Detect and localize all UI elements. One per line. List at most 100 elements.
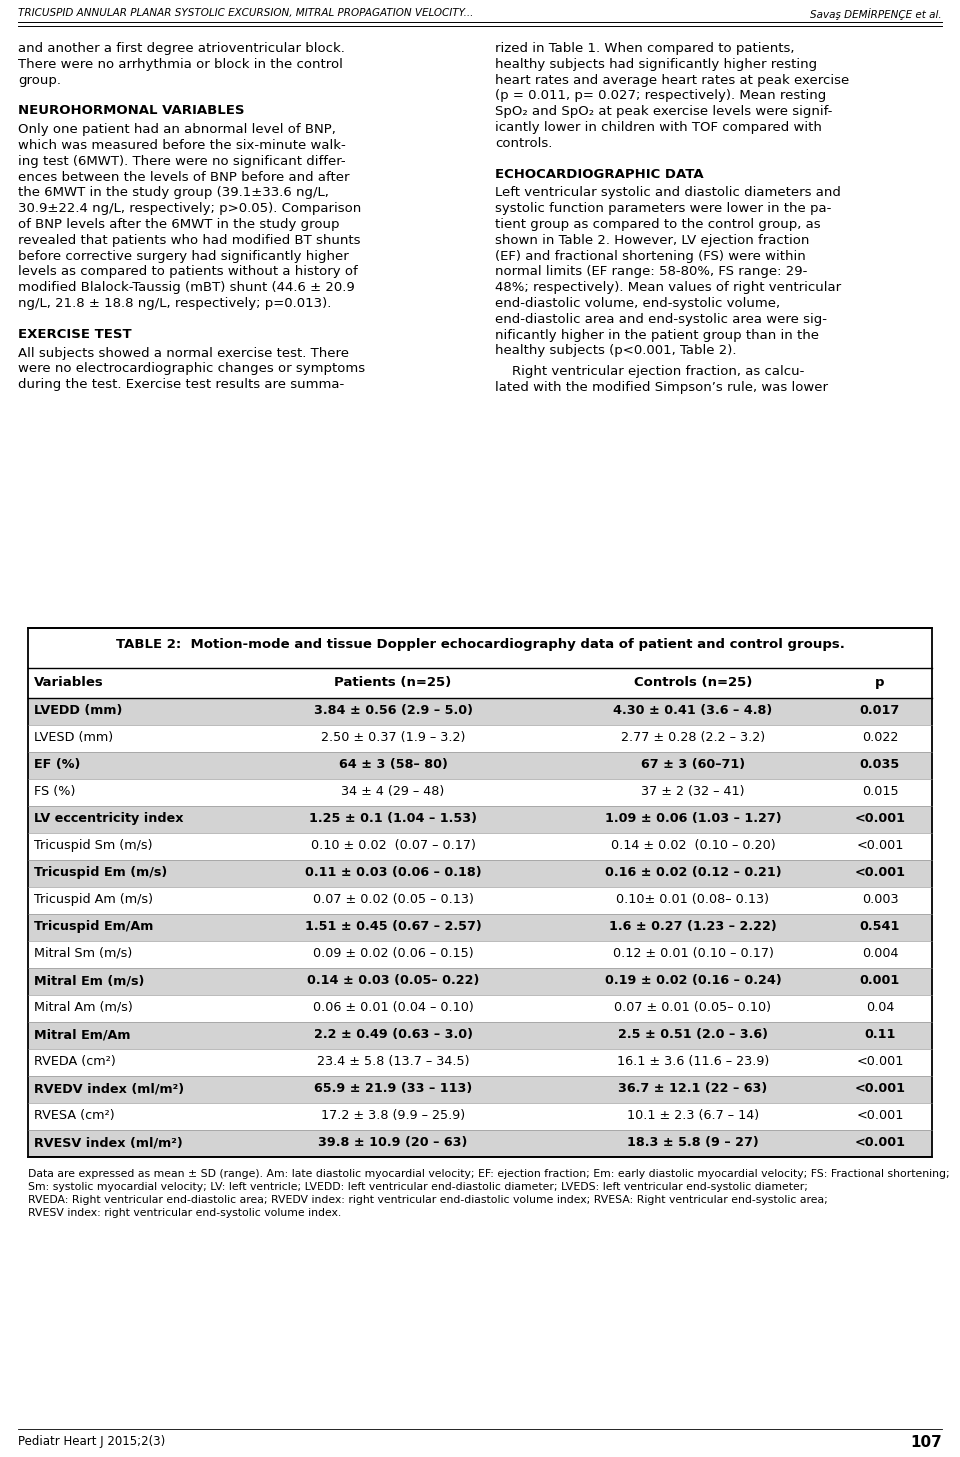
Bar [28,1077,932,1103]
Text: systolic function parameters were lower in the pa-: systolic function parameters were lower … [495,203,831,216]
Bar [28,860,932,887]
Text: RVEDV index (ml/m²): RVEDV index (ml/m²) [34,1083,184,1096]
Text: All subjects showed a normal exercise test. There: All subjects showed a normal exercise te… [18,347,349,360]
Text: Tricuspid Am (m/s): Tricuspid Am (m/s) [34,893,153,906]
Text: TRICUSPID ANNULAR PLANAR SYSTOLIC EXCURSION, MITRAL PROPAGATION VELOCITY...: TRICUSPID ANNULAR PLANAR SYSTOLIC EXCURS… [18,7,473,17]
Text: healthy subjects had significantly higher resting: healthy subjects had significantly highe… [495,58,817,71]
Text: 3.84 ± 0.56 (2.9 – 5.0): 3.84 ± 0.56 (2.9 – 5.0) [314,704,472,717]
Text: rized in Table 1. When compared to patients,: rized in Table 1. When compared to patie… [495,42,795,55]
Text: <0.001: <0.001 [856,1109,903,1122]
Bar [28,628,932,667]
Text: Data are expressed as mean ± SD (range). Am: late diastolic myocardial velocity;: Data are expressed as mean ± SD (range).… [28,1169,949,1179]
Text: RVEDA: Right ventricular end-diastolic area; RVEDV index: right ventricular end-: RVEDA: Right ventricular end-diastolic a… [28,1195,828,1205]
Text: 36.7 ± 12.1 (22 – 63): 36.7 ± 12.1 (22 – 63) [618,1083,768,1096]
Text: 37 ± 2 (32 – 41): 37 ± 2 (32 – 41) [641,785,745,798]
Text: LVEDD (mm): LVEDD (mm) [34,704,122,717]
Text: 30.9±22.4 ng/L, respectively; p>0.05). Comparison: 30.9±22.4 ng/L, respectively; p>0.05). C… [18,203,361,216]
Bar [28,779,932,806]
Text: end-diastolic area and end-systolic area were sig-: end-diastolic area and end-systolic area… [495,313,827,326]
Bar [28,1021,932,1049]
Text: Controls (n=25): Controls (n=25) [634,676,753,689]
Text: 0.035: 0.035 [860,758,900,771]
Bar [28,941,932,967]
Text: <0.001: <0.001 [856,1055,903,1068]
Bar [28,967,932,995]
Text: <0.001: <0.001 [854,865,905,879]
Text: 17.2 ± 3.8 (9.9 – 25.9): 17.2 ± 3.8 (9.9 – 25.9) [321,1109,465,1122]
Text: ng/L, 21.8 ± 18.8 ng/L, respectively; p=0.013).: ng/L, 21.8 ± 18.8 ng/L, respectively; p=… [18,297,331,310]
Text: 18.3 ± 5.8 (9 – 27): 18.3 ± 5.8 (9 – 27) [627,1136,758,1150]
Text: modified Blalock-Taussig (mBT) shunt (44.6 ± 20.9: modified Blalock-Taussig (mBT) shunt (44… [18,281,355,294]
Text: Mitral Em/Am: Mitral Em/Am [34,1029,131,1040]
Text: and another a first degree atrioventricular block.: and another a first degree atrioventricu… [18,42,345,55]
Bar [28,726,932,752]
Text: nificantly higher in the patient group than in the: nificantly higher in the patient group t… [495,329,819,341]
Text: were no electrocardiographic changes or symptoms: were no electrocardiographic changes or … [18,363,365,376]
Text: 0.001: 0.001 [860,973,900,986]
Text: 0.04: 0.04 [866,1001,894,1014]
Text: 0.16 ± 0.02 (0.12 – 0.21): 0.16 ± 0.02 (0.12 – 0.21) [605,865,781,879]
Bar [28,1131,932,1157]
Bar [28,833,932,860]
Text: 0.14 ± 0.02  (0.10 – 0.20): 0.14 ± 0.02 (0.10 – 0.20) [611,839,776,852]
Text: 65.9 ± 21.9 (33 – 113): 65.9 ± 21.9 (33 – 113) [314,1083,472,1096]
Text: 48%; respectively). Mean values of right ventricular: 48%; respectively). Mean values of right… [495,281,841,294]
Text: 0.09 ± 0.02 (0.06 – 0.15): 0.09 ± 0.02 (0.06 – 0.15) [313,947,473,960]
Text: lated with the modified Simpson’s rule, was lower: lated with the modified Simpson’s rule, … [495,380,828,393]
Text: 2.5 ± 0.51 (2.0 – 3.6): 2.5 ± 0.51 (2.0 – 3.6) [618,1029,768,1040]
Text: 0.14 ± 0.03 (0.05– 0.22): 0.14 ± 0.03 (0.05– 0.22) [307,973,479,986]
Text: Tricuspid Em/Am: Tricuspid Em/Am [34,919,154,932]
Text: 23.4 ± 5.8 (13.7 – 34.5): 23.4 ± 5.8 (13.7 – 34.5) [317,1055,469,1068]
Text: Mitral Sm (m/s): Mitral Sm (m/s) [34,947,132,960]
Text: 1.09 ± 0.06 (1.03 – 1.27): 1.09 ± 0.06 (1.03 – 1.27) [605,812,781,825]
Text: Patients (n=25): Patients (n=25) [334,676,451,689]
Text: p: p [876,676,885,689]
Text: 107: 107 [910,1435,942,1450]
Text: 0.19 ± 0.02 (0.16 – 0.24): 0.19 ± 0.02 (0.16 – 0.24) [605,973,781,986]
Text: 1.25 ± 0.1 (1.04 – 1.53): 1.25 ± 0.1 (1.04 – 1.53) [309,812,477,825]
Text: Tricuspid Em (m/s): Tricuspid Em (m/s) [34,865,167,879]
Bar [28,698,932,726]
Text: RVEDA (cm²): RVEDA (cm²) [34,1055,116,1068]
Text: of BNP levels after the 6MWT in the study group: of BNP levels after the 6MWT in the stud… [18,219,340,232]
Text: SpO₂ and SpO₂ at peak exercise levels were signif-: SpO₂ and SpO₂ at peak exercise levels we… [495,105,832,118]
Text: 2.77 ± 0.28 (2.2 – 3.2): 2.77 ± 0.28 (2.2 – 3.2) [621,731,765,745]
Text: during the test. Exercise test results are summa-: during the test. Exercise test results a… [18,379,345,390]
Text: NEUROHORMONAL VARIABLES: NEUROHORMONAL VARIABLES [18,105,245,118]
Text: 67 ± 3 (60–71): 67 ± 3 (60–71) [641,758,745,771]
Text: 0.541: 0.541 [860,919,900,932]
Text: 10.1 ± 2.3 (6.7 – 14): 10.1 ± 2.3 (6.7 – 14) [627,1109,759,1122]
Text: 0.06 ± 0.01 (0.04 – 0.10): 0.06 ± 0.01 (0.04 – 0.10) [313,1001,473,1014]
Text: <0.001: <0.001 [856,839,903,852]
Text: 16.1 ± 3.6 (11.6 – 23.9): 16.1 ± 3.6 (11.6 – 23.9) [617,1055,769,1068]
Text: LVESD (mm): LVESD (mm) [34,731,113,745]
Text: 0.004: 0.004 [862,947,899,960]
Text: <0.001: <0.001 [854,1083,905,1096]
Text: 34 ± 4 (29 – 48): 34 ± 4 (29 – 48) [342,785,444,798]
Text: Mitral Am (m/s): Mitral Am (m/s) [34,1001,132,1014]
Text: Sm: systolic myocardial velocity; LV: left ventricle; LVEDD: left ventricular en: Sm: systolic myocardial velocity; LV: le… [28,1182,808,1192]
Text: 39.8 ± 10.9 (20 – 63): 39.8 ± 10.9 (20 – 63) [319,1136,468,1150]
Text: ing test (6MWT). There were no significant differ-: ing test (6MWT). There were no significa… [18,154,346,168]
Text: Only one patient had an abnormal level of BNP,: Only one patient had an abnormal level o… [18,124,336,136]
Text: before corrective surgery had significantly higher: before corrective surgery had significan… [18,249,348,262]
Text: RVESV index: right ventricular end-systolic volume index.: RVESV index: right ventricular end-systo… [28,1208,341,1218]
Bar [28,806,932,833]
Text: 1.51 ± 0.45 (0.67 – 2.57): 1.51 ± 0.45 (0.67 – 2.57) [304,919,481,932]
Text: levels as compared to patients without a history of: levels as compared to patients without a… [18,265,358,278]
Text: revealed that patients who had modified BT shunts: revealed that patients who had modified … [18,233,361,246]
Text: LV eccentricity index: LV eccentricity index [34,812,183,825]
Bar [28,667,932,698]
Text: normal limits (EF range: 58-80%, FS range: 29-: normal limits (EF range: 58-80%, FS rang… [495,265,807,278]
Text: Pediatr Heart J 2015;2(3): Pediatr Heart J 2015;2(3) [18,1435,165,1448]
Text: ences between the levels of BNP before and after: ences between the levels of BNP before a… [18,170,349,184]
Text: ECHOCARDIOGRAPHIC DATA: ECHOCARDIOGRAPHIC DATA [495,168,704,181]
Bar [28,887,932,914]
Bar [28,914,932,941]
Text: 0.017: 0.017 [860,704,900,717]
Text: 0.07 ± 0.01 (0.05– 0.10): 0.07 ± 0.01 (0.05– 0.10) [614,1001,772,1014]
Text: RVESA (cm²): RVESA (cm²) [34,1109,114,1122]
Text: tient group as compared to the control group, as: tient group as compared to the control g… [495,219,821,232]
Text: 0.10± 0.01 (0.08– 0.13): 0.10± 0.01 (0.08– 0.13) [616,893,770,906]
Text: healthy subjects (p<0.001, Table 2).: healthy subjects (p<0.001, Table 2). [495,344,736,357]
